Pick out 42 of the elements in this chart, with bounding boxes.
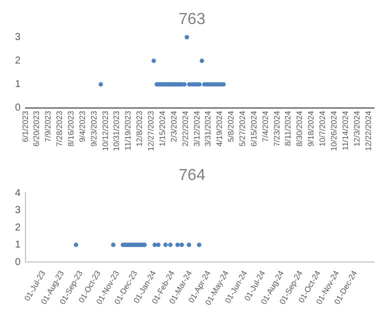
x-tick-label: 2/22/2024 bbox=[180, 110, 190, 147]
y-tick-label: 3 bbox=[15, 32, 21, 43]
x-tick-label: 6/15/2024 bbox=[249, 110, 258, 147]
y-tick-label: 1 bbox=[15, 79, 21, 90]
y-tick-label: 0 bbox=[15, 102, 21, 114]
x-tick-label: 11/14/2024 bbox=[340, 110, 350, 150]
chart-title: 764 bbox=[178, 167, 206, 184]
x-tick-label: 7/23/2024 bbox=[272, 110, 282, 147]
x-tick-label: 10/26/2024 bbox=[329, 110, 338, 152]
x-tick-label: 4/19/2024 bbox=[215, 110, 224, 147]
x-tick-label: 10/7/2024 bbox=[318, 110, 328, 147]
x-tick-label: 7/9/2023 bbox=[44, 110, 53, 142]
x-tick-label: 9/18/2024 bbox=[306, 110, 316, 147]
x-tick-label: 3/31/2024 bbox=[204, 110, 213, 147]
chart-title: 763 bbox=[178, 11, 206, 28]
x-tick-label: 12/8/2023 bbox=[135, 110, 144, 147]
x-tick-label: 10/31/2023 bbox=[112, 110, 122, 152]
y-tick-label: 1 bbox=[15, 240, 21, 251]
y-tick-label: 0 bbox=[15, 256, 21, 268]
x-tick-label: 12/22/2024 bbox=[364, 110, 373, 152]
y-tick-label: 2 bbox=[15, 56, 21, 67]
x-tick-label: 7/28/2023 bbox=[55, 110, 64, 147]
x-tick-label: 8/30/2024 bbox=[295, 110, 304, 147]
x-tick-label: 5/27/2024 bbox=[238, 110, 248, 147]
y-tick-label: 2 bbox=[15, 222, 21, 234]
x-tick-label: 8/11/2024 bbox=[284, 110, 293, 146]
y-tick-label: 4 bbox=[15, 188, 21, 199]
x-tick-label: 10/12/2023 bbox=[100, 110, 110, 152]
x-tick-label: 12/27/2023 bbox=[146, 110, 156, 152]
x-tick-label: 9/4/2023 bbox=[78, 110, 87, 142]
x-tick-label: 3/12/2024 bbox=[192, 110, 202, 147]
x-tick-label: 2/3/2024 bbox=[169, 110, 178, 142]
x-tick-label: 9/23/2023 bbox=[89, 110, 98, 147]
x-tick-label: 1/15/2024 bbox=[158, 110, 167, 147]
x-tick-label: 6/1/2023 bbox=[20, 110, 30, 142]
x-tick-label: 12/3/2024 bbox=[352, 110, 362, 147]
x-tick-label: 7/4/2024 bbox=[260, 110, 270, 142]
x-tick-label: 11/19/2023 bbox=[124, 110, 133, 150]
x-tick-label: 6/20/2023 bbox=[32, 110, 42, 147]
x-tick-label: 8/16/2023 bbox=[66, 110, 76, 147]
x-tick-label: 5/8/2024 bbox=[226, 110, 236, 142]
y-tick-label: 3 bbox=[15, 205, 21, 216]
